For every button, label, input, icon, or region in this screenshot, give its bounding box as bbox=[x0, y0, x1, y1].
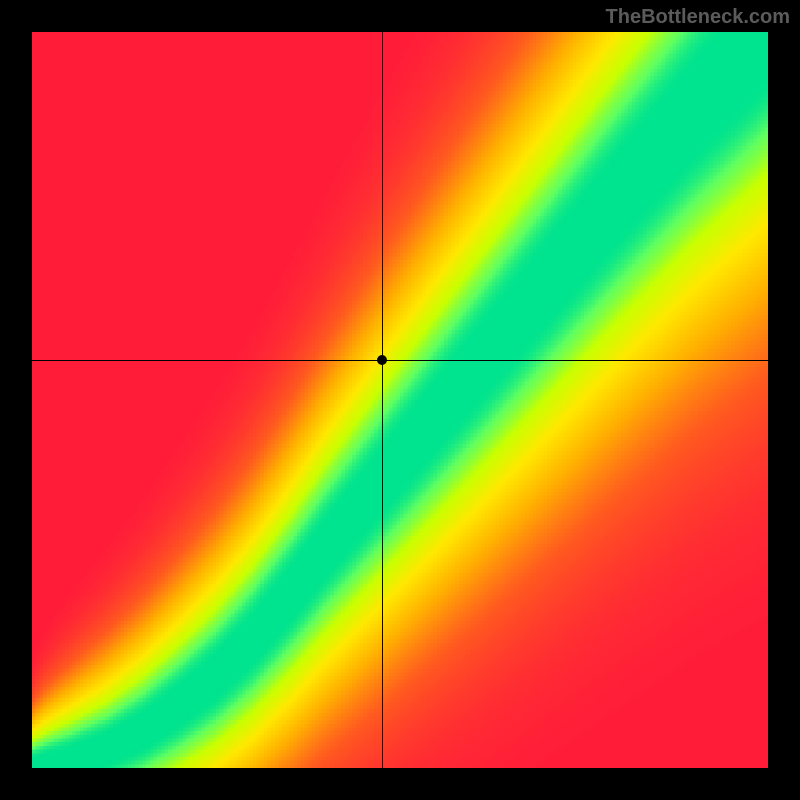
bottleneck-heatmap bbox=[32, 32, 768, 768]
crosshair-vertical bbox=[382, 32, 383, 768]
crosshair-horizontal bbox=[32, 360, 768, 361]
crosshair-marker bbox=[377, 355, 387, 365]
chart-container: TheBottleneck.com bbox=[0, 0, 800, 800]
watermark-text: TheBottleneck.com bbox=[606, 6, 790, 29]
plot-area bbox=[32, 32, 768, 768]
